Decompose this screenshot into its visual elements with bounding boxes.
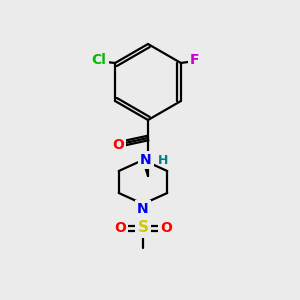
Text: H: H — [158, 154, 168, 166]
Text: Cl: Cl — [92, 53, 106, 67]
Text: F: F — [190, 53, 200, 67]
Text: S: S — [137, 220, 148, 236]
Text: O: O — [114, 221, 126, 235]
Text: N: N — [140, 153, 152, 167]
Text: O: O — [160, 221, 172, 235]
Text: O: O — [112, 138, 124, 152]
Text: N: N — [137, 202, 149, 216]
